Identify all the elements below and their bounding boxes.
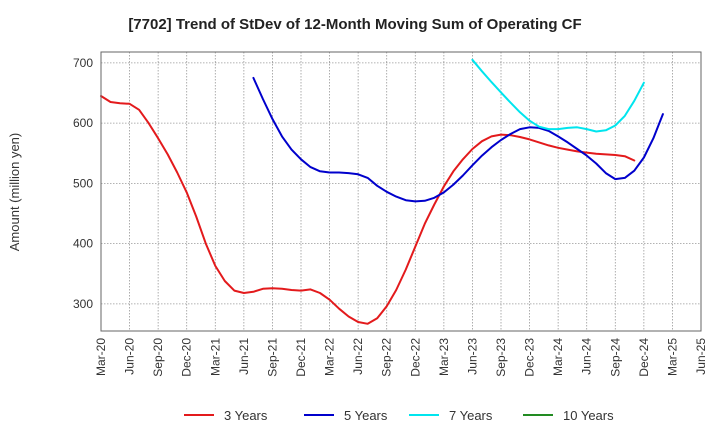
x-tick-label: Jun-22 (351, 338, 365, 375)
plot-frame (100, 51, 702, 332)
x-tick-label: Dec-24 (637, 338, 651, 377)
legend-label: 10 Years (563, 408, 614, 423)
x-tick-label: Dec-22 (408, 338, 422, 377)
legend-label: 3 Years (224, 408, 268, 423)
x-tick-label: Sep-20 (151, 338, 165, 377)
legend: 3 Years 5 Years 7 Years 10 Years (184, 408, 614, 423)
x-tick-label: Jun-20 (123, 338, 137, 375)
x-tick-label: Sep-22 (380, 338, 394, 377)
x-tick-label: Mar-21 (208, 338, 222, 376)
y-tick-labels: 300 400 500 600 700 (73, 56, 93, 311)
x-tick-label: Mar-23 (437, 338, 451, 376)
x-tick-label: Dec-20 (180, 338, 194, 377)
x-tick-label: Jun-23 (465, 338, 479, 375)
y-tick-label: 500 (73, 176, 93, 190)
y-axis-label: Amount (million yen) (7, 133, 22, 252)
x-tick-label: Dec-21 (294, 338, 308, 377)
series-line-7-years (471, 58, 645, 133)
x-tick-label: Dec-23 (523, 338, 537, 377)
x-tick-label: Jun-25 (694, 338, 708, 375)
x-tick-label: Sep-21 (265, 338, 279, 377)
legend-label: 7 Years (449, 408, 493, 423)
chart-title: [7702] Trend of StDev of 12-Month Moving… (128, 16, 581, 33)
x-tick-label: Mar-24 (551, 338, 565, 376)
grid-lines (100, 52, 702, 331)
y-tick-label: 600 (73, 116, 93, 130)
x-tick-label: Sep-24 (608, 338, 622, 377)
y-tick-label: 700 (73, 56, 93, 70)
legend-label: 5 Years (344, 408, 388, 423)
x-tick-label: Jun-21 (237, 338, 251, 375)
series-line-5-years (252, 76, 664, 203)
series-line-3-years (100, 95, 636, 325)
x-tick-label: Sep-23 (494, 338, 508, 377)
x-tick-label: Mar-22 (323, 338, 337, 376)
x-tick-labels: Mar-20 Jun-20 Sep-20 Dec-20 Mar-21 Jun-21 Sep-… (94, 338, 708, 377)
series-lines (100, 58, 664, 325)
y-tick-label: 300 (73, 297, 93, 311)
y-tick-label: 400 (73, 237, 93, 251)
x-tick-label: Mar-20 (94, 338, 108, 376)
x-tick-label: Mar-25 (665, 338, 679, 376)
x-tick-label: Jun-24 (580, 338, 594, 375)
